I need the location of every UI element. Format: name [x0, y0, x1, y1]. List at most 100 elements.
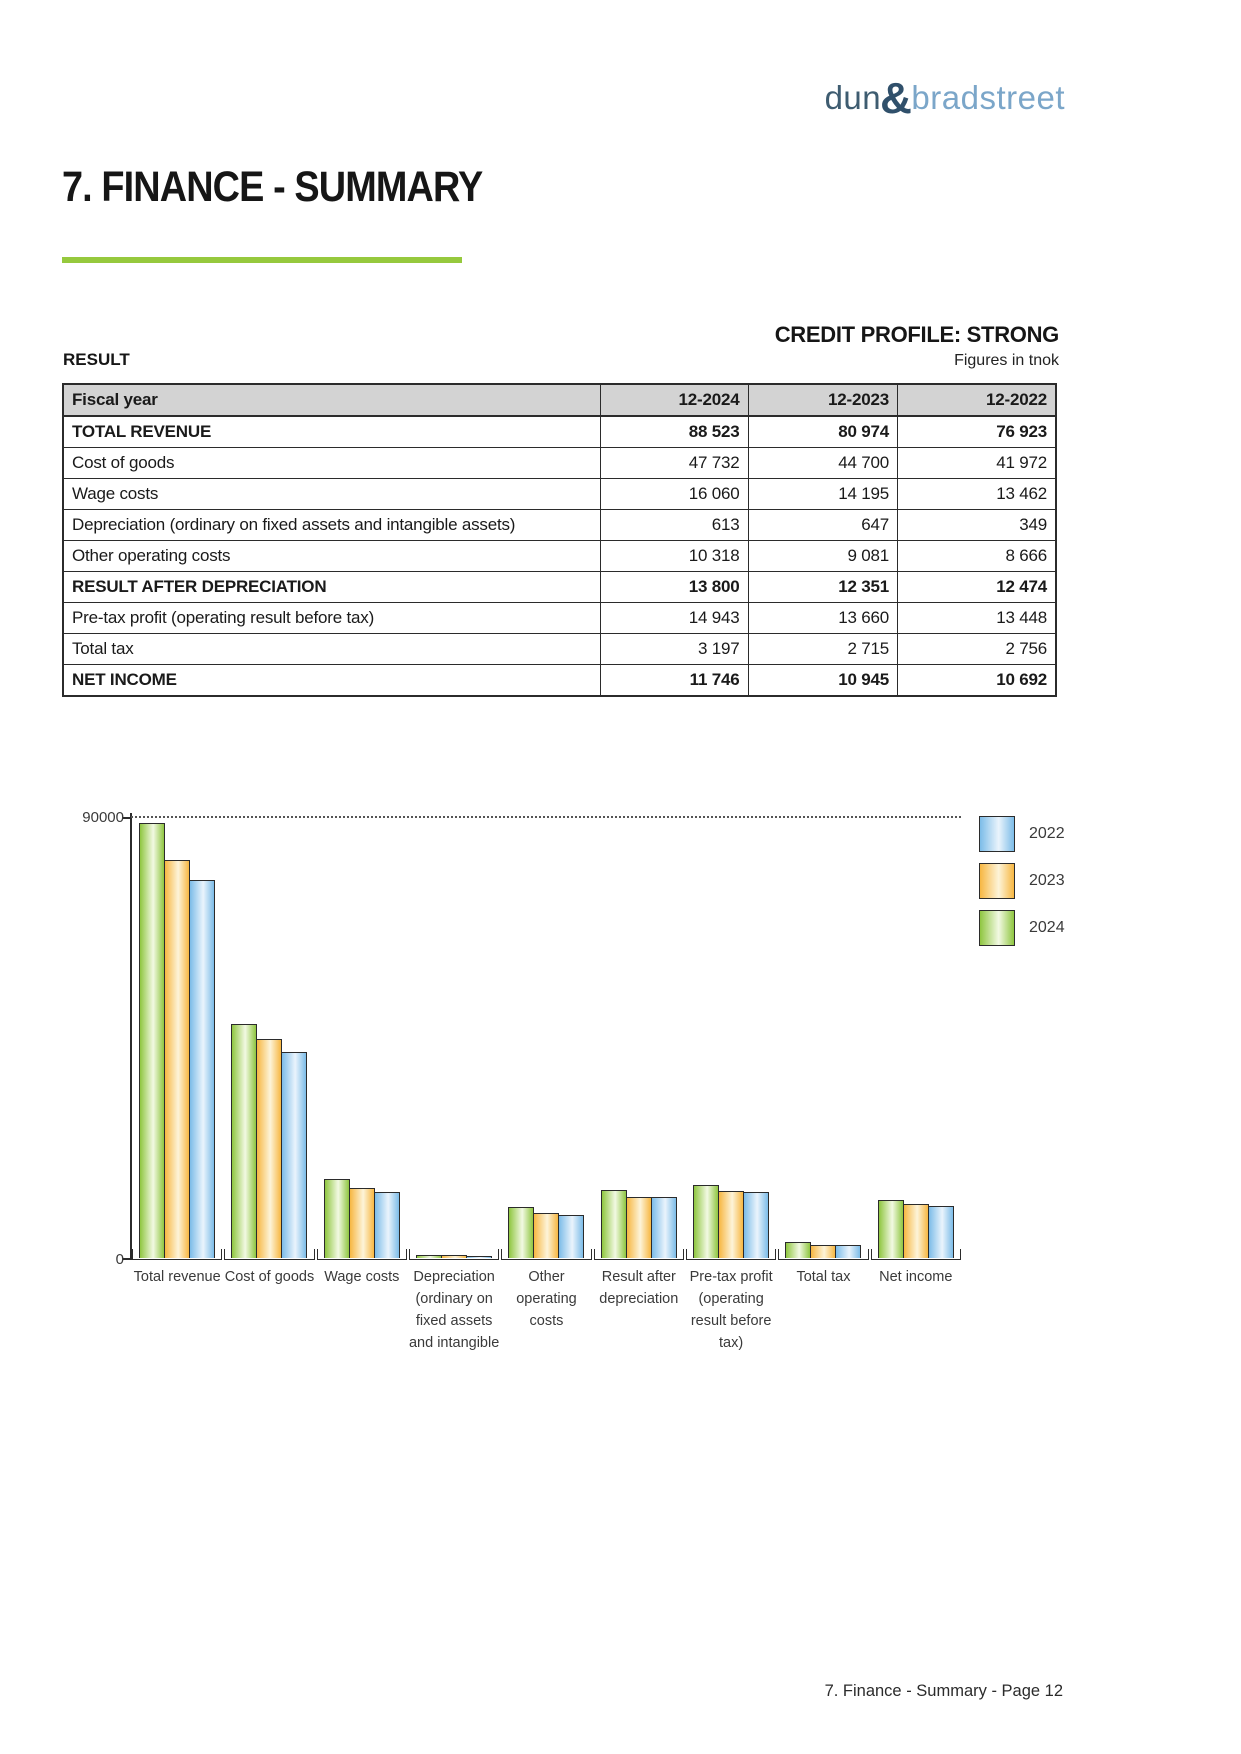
y-axis-tick-mark-bottom [123, 1258, 130, 1260]
bar-2024 [139, 823, 166, 1258]
row-value: 13 660 [747, 602, 899, 634]
x-axis-label: Depreciation (ordinary on fixed assets a… [408, 1269, 500, 1351]
row-value: 2 756 [897, 633, 1057, 665]
row-value: 13 800 [599, 571, 749, 603]
bars [693, 1184, 770, 1258]
bar-2024 [231, 1023, 258, 1258]
x-axis-group-bracket [685, 1249, 777, 1260]
bars [231, 1023, 308, 1258]
bar-2022 [835, 1244, 862, 1258]
bars [416, 1254, 493, 1258]
table-row: Other operating costs 10 318 9 081 8 666 [62, 540, 1057, 572]
row-value: 12 474 [897, 571, 1057, 603]
bars [785, 1242, 862, 1258]
bar-2023 [625, 1197, 652, 1258]
bar-2023 [718, 1190, 745, 1258]
row-value: 349 [897, 509, 1057, 541]
legend-label: 2022 [1029, 825, 1065, 842]
y-axis-line [130, 813, 132, 1260]
row-value: 613 [599, 509, 749, 541]
row-label: Other operating costs [62, 540, 601, 572]
row-value: 14 195 [747, 478, 899, 510]
x-axis-group-bracket [778, 1249, 869, 1260]
x-axis-group-bracket [870, 1249, 961, 1260]
legend-item: 2022 [979, 816, 1065, 852]
bar-group [316, 818, 408, 1260]
legend-item: 2024 [979, 910, 1065, 946]
row-label: Depreciation (ordinary on fixed assets a… [62, 509, 601, 541]
x-axis-group-bracket [408, 1249, 500, 1260]
row-label: NET INCOME [62, 664, 601, 697]
page-title: 7. FINANCE - SUMMARY [62, 163, 483, 211]
row-value: 2 715 [747, 633, 899, 665]
legend-item: 2023 [979, 863, 1065, 899]
bar-2022 [927, 1205, 954, 1258]
row-value: 12 351 [747, 571, 899, 603]
row-value: 10 692 [897, 664, 1057, 697]
legend-swatch-2023 [979, 863, 1015, 899]
bar-2024 [600, 1190, 627, 1258]
x-axis-group-bracket [224, 1249, 315, 1260]
x-axis-label: Total revenue [133, 1269, 221, 1285]
bar-2023 [348, 1188, 375, 1258]
bar-2022 [189, 880, 216, 1258]
bar-2024 [323, 1179, 350, 1258]
row-label: Pre-tax profit (operating result before … [62, 602, 601, 634]
x-axis-label: Wage costs [324, 1269, 400, 1285]
page-footer: 7. Finance - Summary - Page 12 [824, 1682, 1063, 1700]
table-row: NET INCOME 11 746 10 945 10 692 [62, 664, 1057, 697]
table-row: Total tax 3 197 2 715 2 756 [62, 633, 1057, 665]
bar-2024 [877, 1200, 904, 1258]
bar-group [223, 818, 315, 1260]
bar-2022 [558, 1215, 585, 1258]
bar-group [408, 818, 500, 1260]
y-axis-label-0: 0 [115, 1251, 124, 1268]
row-label: Wage costs [62, 478, 601, 510]
y-axis-label-90000: 90000 [82, 809, 124, 826]
result-section-label: RESULT [63, 350, 130, 369]
figures-unit-note: Figures in tnok [954, 352, 1059, 369]
row-value: 11 746 [599, 664, 749, 697]
row-value: 41 972 [897, 447, 1057, 479]
row-value: 10 945 [747, 664, 899, 697]
bar-group [131, 818, 223, 1260]
bar-group [593, 818, 685, 1260]
column-header: 12-2024 [599, 383, 749, 417]
bars [600, 1190, 677, 1258]
row-label: TOTAL REVENUE [62, 415, 601, 448]
bar-2022 [743, 1192, 770, 1258]
column-header: Fiscal year [62, 383, 601, 417]
legend-label: 2024 [1029, 919, 1065, 936]
x-axis-label: Result after depreciation [599, 1269, 679, 1307]
bar-2023 [533, 1213, 560, 1258]
bar-2023 [164, 860, 191, 1258]
bar-2022 [466, 1256, 493, 1258]
row-label: Cost of goods [62, 447, 601, 479]
row-value: 16 060 [599, 478, 749, 510]
row-value: 88 523 [599, 415, 749, 448]
credit-profile-heading: CREDIT PROFILE: STRONG [774, 322, 1060, 347]
bars [323, 1179, 400, 1258]
logo-text-dun: dun [824, 79, 882, 116]
x-axis-label: Total tax [796, 1269, 851, 1285]
column-header: 12-2022 [897, 383, 1057, 417]
dun-bradstreet-logo: dun&bradstreet [824, 70, 1065, 123]
row-value: 647 [747, 509, 899, 541]
table-row: Cost of goods 47 732 44 700 41 972 [62, 447, 1057, 479]
logo-text-bradstreet: bradstreet [911, 79, 1065, 116]
logo-ampersand-icon: & [880, 74, 913, 123]
legend-swatch-2022 [979, 816, 1015, 852]
row-value: 13 448 [897, 602, 1057, 634]
table-header-row: Fiscal year 12-2024 12-2023 12-2022 [62, 383, 1057, 417]
bar-2024 [508, 1207, 535, 1258]
row-value: 3 197 [599, 633, 749, 665]
row-value: 44 700 [747, 447, 899, 479]
row-value: 14 943 [599, 602, 749, 634]
bar-2022 [281, 1051, 308, 1258]
chart-legend: 2022 2023 2024 [979, 816, 1065, 957]
x-axis-label: Net income [879, 1269, 953, 1285]
row-value: 80 974 [747, 415, 899, 448]
row-label: Total tax [62, 633, 601, 665]
row-label: RESULT AFTER DEPRECIATION [62, 571, 601, 603]
x-axis-group-bracket [593, 1249, 684, 1260]
